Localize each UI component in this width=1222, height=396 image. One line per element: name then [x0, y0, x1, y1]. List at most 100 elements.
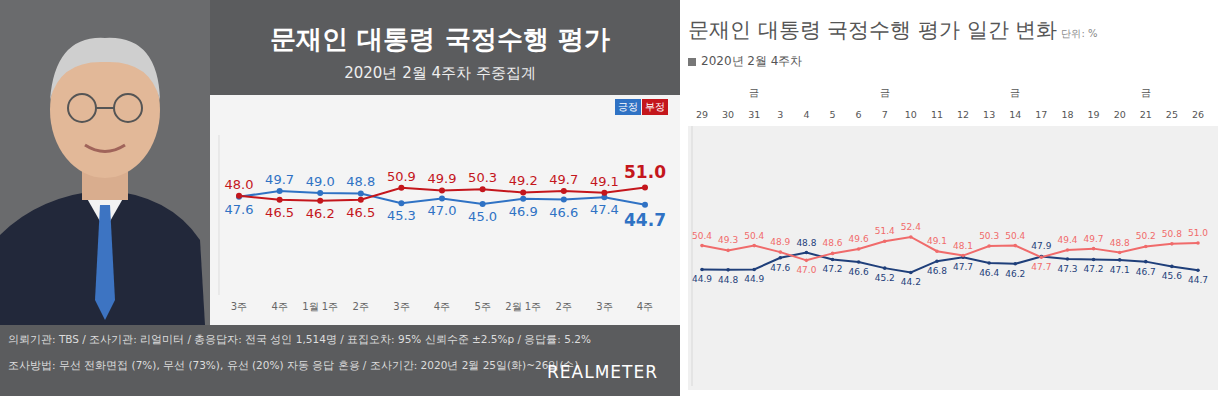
svg-text:47.9: 47.9 — [1031, 241, 1051, 251]
svg-text:3주: 3주 — [596, 301, 612, 312]
svg-text:29: 29 — [696, 109, 708, 120]
svg-text:50.4: 50.4 — [744, 231, 764, 241]
svg-text:17: 17 — [1035, 109, 1047, 120]
svg-text:49.7: 49.7 — [549, 172, 578, 187]
html-text:문재인 대통령 국정수행 평가 일간 변화: 문재인 대통령 국정수행 평가 일간 변화 — [688, 18, 1058, 42]
svg-text:46.6: 46.6 — [549, 205, 578, 220]
svg-text:49.3: 49.3 — [718, 235, 738, 245]
svg-text:49.6: 49.6 — [849, 234, 869, 244]
svg-text:7: 7 — [882, 109, 888, 120]
svg-text:49.1: 49.1 — [927, 236, 947, 246]
svg-text:46.9: 46.9 — [509, 204, 538, 219]
svg-text:49.4: 49.4 — [1057, 235, 1077, 245]
svg-text:3주: 3주 — [231, 301, 247, 312]
svg-text:49.0: 49.0 — [306, 174, 335, 189]
svg-text:50.4: 50.4 — [692, 231, 712, 241]
svg-text:금: 금 — [880, 87, 890, 98]
svg-text:47.7: 47.7 — [1031, 262, 1051, 272]
svg-text:52.4: 52.4 — [901, 222, 921, 232]
svg-text:금: 금 — [1010, 87, 1020, 98]
svg-text:31: 31 — [748, 109, 760, 120]
svg-text:49.2: 49.2 — [509, 173, 538, 188]
svg-text:47.6: 47.6 — [770, 263, 790, 273]
svg-text:44.7: 44.7 — [1188, 275, 1208, 285]
svg-text:49.1: 49.1 — [590, 174, 619, 189]
svg-text:47.6: 47.6 — [225, 202, 254, 217]
svg-text:25: 25 — [1166, 109, 1178, 120]
svg-text:48.6: 48.6 — [823, 238, 843, 248]
svg-text:47.1: 47.1 — [1110, 265, 1130, 275]
svg-text:20: 20 — [1114, 109, 1126, 120]
svg-text:11: 11 — [931, 109, 943, 120]
html-text:REALMETER: REALMETER — [547, 362, 658, 382]
svg-text:45.0: 45.0 — [468, 209, 497, 224]
svg-text:51.4: 51.4 — [875, 226, 895, 236]
svg-text:44.9: 44.9 — [692, 274, 712, 284]
svg-text:48.8: 48.8 — [346, 174, 375, 189]
svg-text:50.9: 50.9 — [387, 169, 416, 184]
svg-text:26: 26 — [1192, 109, 1204, 120]
svg-text:3: 3 — [777, 109, 783, 120]
svg-text:46.5: 46.5 — [265, 205, 294, 220]
svg-text:46.4: 46.4 — [979, 268, 999, 278]
svg-text:48.1: 48.1 — [953, 241, 973, 251]
svg-text:2월 1주: 2월 1주 — [505, 301, 541, 312]
svg-text:1월 1주: 1월 1주 — [302, 301, 338, 312]
svg-text:47.0: 47.0 — [428, 203, 457, 218]
svg-text:50.8: 50.8 — [1162, 229, 1182, 239]
svg-text:46.2: 46.2 — [1005, 269, 1025, 279]
svg-text:4주: 4주 — [434, 301, 450, 312]
svg-text:21: 21 — [1140, 109, 1152, 120]
svg-text:44.8: 44.8 — [718, 275, 738, 285]
svg-text:45.6: 45.6 — [1162, 271, 1182, 281]
svg-text:3주: 3주 — [393, 301, 409, 312]
svg-text:30: 30 — [722, 109, 734, 120]
svg-text:50.4: 50.4 — [1005, 231, 1025, 241]
svg-text:48.0: 48.0 — [225, 177, 254, 192]
svg-text:10: 10 — [905, 109, 917, 120]
svg-text:45.3: 45.3 — [387, 208, 416, 223]
svg-text:44.9: 44.9 — [744, 274, 764, 284]
svg-text:50.3: 50.3 — [979, 231, 999, 241]
svg-text:4주: 4주 — [637, 301, 653, 312]
svg-text:44.2: 44.2 — [901, 277, 921, 287]
svg-text:18: 18 — [1061, 109, 1073, 120]
svg-text:46.5: 46.5 — [346, 205, 375, 220]
svg-text:47.3: 47.3 — [1057, 264, 1077, 274]
svg-text:12: 12 — [957, 109, 969, 120]
svg-text:2주: 2주 — [556, 301, 572, 312]
svg-text:4주: 4주 — [271, 301, 287, 312]
svg-text:2주: 2주 — [353, 301, 369, 312]
svg-text:51.0: 51.0 — [1188, 228, 1208, 238]
svg-text:48.8: 48.8 — [796, 238, 816, 248]
svg-text:47.2: 47.2 — [1084, 264, 1104, 274]
svg-text:4: 4 — [803, 109, 809, 120]
svg-text:46.8: 46.8 — [927, 266, 947, 276]
svg-text:5: 5 — [830, 109, 836, 120]
svg-text:48.8: 48.8 — [1110, 238, 1130, 248]
svg-text:46.2: 46.2 — [306, 206, 335, 221]
svg-text:46.6: 46.6 — [849, 267, 869, 277]
svg-text:49.7: 49.7 — [265, 172, 294, 187]
svg-text:19: 19 — [1088, 109, 1100, 120]
svg-text:6: 6 — [856, 109, 862, 120]
svg-text:47.7: 47.7 — [953, 262, 973, 272]
html-text:문재인 대통령 국정수행 평가: 문재인 대통령 국정수행 평가 — [270, 24, 610, 54]
svg-text:44.7: 44.7 — [624, 210, 666, 230]
svg-text:금: 금 — [1141, 87, 1151, 98]
svg-text:51.0: 51.0 — [624, 162, 666, 182]
svg-text:47.4: 47.4 — [590, 202, 619, 217]
svg-text:47.0: 47.0 — [796, 265, 816, 275]
svg-text:50.3: 50.3 — [468, 170, 497, 185]
svg-text:46.7: 46.7 — [1136, 267, 1156, 277]
svg-text:49.7: 49.7 — [1084, 234, 1104, 244]
svg-text:금: 금 — [749, 87, 759, 98]
svg-text:14: 14 — [1009, 109, 1021, 120]
svg-text:48.9: 48.9 — [770, 237, 790, 247]
svg-text:50.2: 50.2 — [1136, 231, 1156, 241]
svg-text:13: 13 — [983, 109, 995, 120]
svg-text:49.9: 49.9 — [428, 171, 457, 186]
svg-text:5주: 5주 — [474, 301, 490, 312]
svg-text:47.2: 47.2 — [823, 264, 843, 274]
svg-text:45.2: 45.2 — [875, 273, 895, 283]
